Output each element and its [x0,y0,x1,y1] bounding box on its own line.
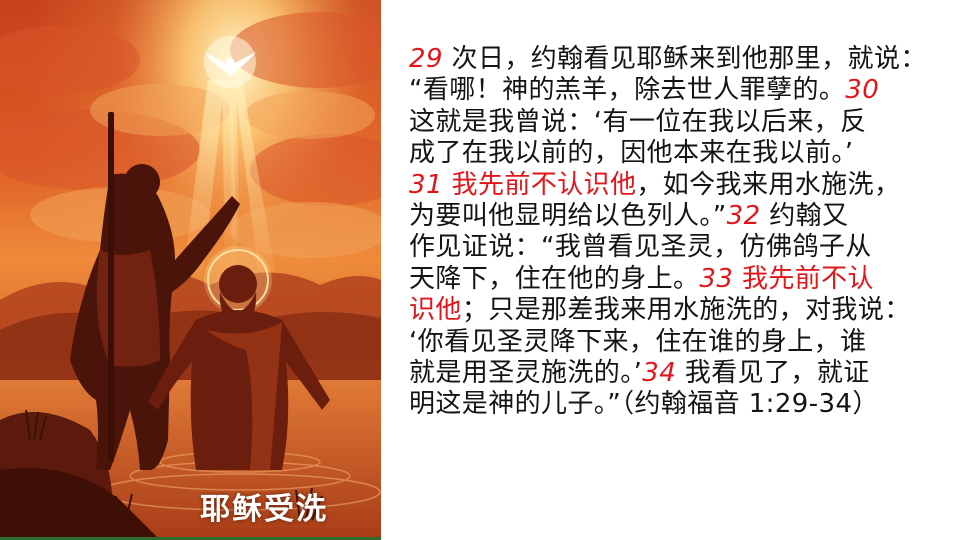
verse-number: 30 [845,75,880,106]
baptism-illustration: 耶稣受洗 [0,0,381,540]
scripture-line: “看哪！神的羔羊，除去世人罪孽的。30 [409,75,944,106]
scripture-line: 29 次日，约翰看见耶稣来到他那里，就说： [409,44,944,75]
scripture-line: 识他；只是那差我来用水施洗的，对我说： [409,295,944,326]
scripture-line: 31 我先前不认识他，如今我来用水施洗， [409,170,944,201]
scripture-text: 29 次日，约翰看见耶稣来到他那里，就说： “看哪！神的羔羊，除去世人罪孽的。3… [409,44,944,421]
scripture-line: 天降下，住在他的身上。33 我先前不认 [409,264,944,295]
verse-text: ，如今我来用水施洗， [636,169,901,200]
highlighted-text: 识他 [409,295,462,326]
scripture-line: 明这是神的儿子。”（约翰福音 1:29-34） [409,389,944,420]
verse-text: 天降下，住在他的身上。 [409,263,700,294]
verse-text: 我看见了，就证 [676,357,870,388]
verse-number: 29 [409,44,443,74]
verse-text: ；只是那差我来用水施洗的，对我说： [461,295,911,326]
verse-text: 约翰又 [760,200,849,231]
verse-text: “看哪！神的羔羊，除去世人罪孽的。 [409,75,846,106]
scripture-line: 为要叫他显明给以色列人。”32 约翰又 [409,201,944,232]
bottom-strip [0,537,381,540]
scripture-line: 成了在我以前的，因他本来在我以前。’ [409,138,944,169]
verse-text: 次日，约翰看见耶稣来到他那里，就说： [442,44,927,74]
scripture-line: 这就是我曾说：‘有一位在我以后来，反 [409,107,944,138]
verse-number: 31 [409,169,443,200]
scripture-line: ‘你看见圣灵降下来，住在谁的身上，谁 [409,327,944,358]
highlighted-text: 我先前不认 [733,263,874,294]
verse-number: 32 [726,200,761,231]
staff-icon [108,112,114,462]
verse-text: 这就是我曾说：‘有一位在我以后来，反 [409,106,867,137]
verse-text: 就是用圣灵施洗的。’ [409,357,643,388]
scripture-line: 就是用圣灵施洗的。’34 我看见了，就证 [409,358,944,389]
verse-text: 成了在我以前的，因他本来在我以前。’ [409,138,854,169]
highlighted-text: 我先前不认识他 [442,169,637,200]
verse-number: 33 [699,263,734,294]
dove-icon [204,36,256,88]
scripture-line: 作见证说：“我曾看见圣灵，仿佛鸽子从 [409,232,944,263]
verse-text: 作见证说：“我曾看见圣灵，仿佛鸽子从 [409,232,872,263]
verse-text: 为要叫他显明给以色列人。” [409,200,727,231]
verse-text: ‘你看见圣灵降下来，住在谁的身上，谁 [409,326,867,357]
baptism-scene [0,0,381,540]
caption-title: 耶稣受洗 [200,492,328,527]
verse-number: 34 [642,357,677,388]
verse-text: 明这是神的儿子。”（约翰福音 1:29-34） [409,389,879,420]
